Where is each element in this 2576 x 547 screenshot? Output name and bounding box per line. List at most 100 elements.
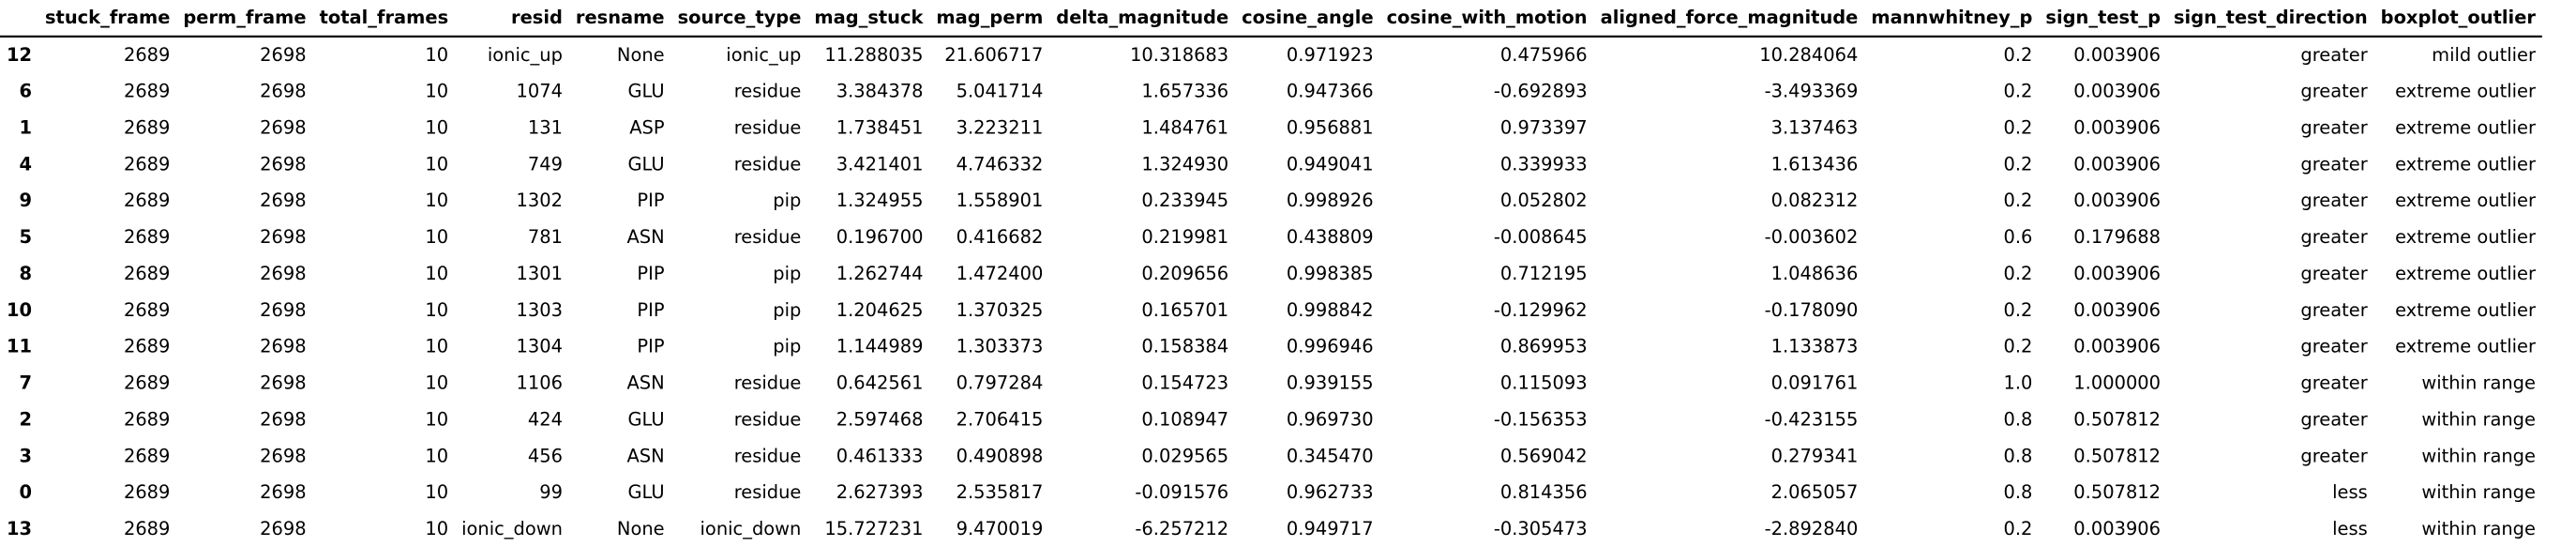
table-row: 5 2689 2698 10 781 ASN residue 0.196700 0.416682…	[0, 219, 2542, 255]
table-cell: 1.738451	[836, 116, 924, 139]
table-cell: 0.490898	[956, 445, 1044, 467]
table-cell: 0.003906	[2073, 298, 2162, 321]
row-index: 4	[19, 153, 33, 175]
table-row: 11 2689 2698 10 1304 PIP pip 1.144989 1.303373 0.…	[0, 328, 2542, 365]
table-cell: 0.507812	[2073, 480, 2162, 503]
table-cell: 0.461333	[836, 445, 924, 467]
table-cell: residue	[733, 445, 802, 467]
table-cell: 10.284064	[1759, 44, 1859, 67]
table-cell: 2698	[260, 445, 307, 467]
table-cell: 0.052802	[1499, 190, 1588, 211]
table-row: 12 2689 2698 10 ionic_up None ionic_up 11.28803…	[0, 37, 2542, 73]
table-cell: 2689	[123, 262, 171, 284]
table-cell: 10	[425, 408, 449, 431]
table-cell: 0.962733	[1286, 480, 1374, 503]
table-cell: 0.2	[2003, 190, 2033, 211]
table-cell: 1.484761	[1141, 116, 1229, 139]
column-header: cosine_angle	[1235, 0, 1380, 38]
table-cell: pip	[773, 190, 802, 211]
table-cell: 0.279341	[1770, 445, 1859, 467]
table-cell: 2689	[123, 44, 171, 67]
row-index: 0	[19, 480, 33, 503]
table-cell: 2698	[260, 298, 307, 321]
table-cell: 2689	[123, 335, 171, 357]
table-cell: 0.108947	[1141, 408, 1229, 431]
table-cell: mild outlier	[2432, 44, 2536, 67]
table-cell: 0.996946	[1286, 335, 1374, 357]
table-cell: 0.082312	[1770, 190, 1859, 211]
table-cell: 1.558901	[956, 190, 1044, 211]
table-cell: 10	[425, 190, 449, 211]
table-cell: residue	[733, 408, 802, 431]
row-index: 1	[19, 116, 33, 139]
table-cell: 2689	[123, 116, 171, 139]
table-cell: 0.339933	[1499, 153, 1588, 175]
table-cell: greater	[2300, 372, 2368, 394]
row-index: 6	[19, 80, 33, 102]
table-header: stuck_frame perm_frame total_frames resid re…	[0, 0, 2542, 38]
column-header: mannwhitney_p	[1864, 0, 2040, 38]
table-cell: -0.008645	[1493, 225, 1588, 248]
table-cell: greater	[2300, 445, 2368, 467]
row-index: 5	[19, 225, 33, 248]
table-cell: 1106	[516, 372, 563, 394]
column-header: sign_test_direction	[2167, 0, 2374, 38]
table-cell: 0.438809	[1286, 225, 1374, 248]
table-cell: 2698	[260, 262, 307, 284]
table-cell: 5.041714	[956, 80, 1044, 102]
table-cell: 0.115093	[1499, 372, 1588, 394]
table-cell: None	[616, 44, 665, 67]
table-cell: 0.814356	[1499, 480, 1588, 503]
table-cell: 0.8	[2003, 408, 2033, 431]
table-cell: PIP	[637, 190, 665, 211]
table-row: 8 2689 2698 10 1301 PIP pip 1.262744 1.472400 0.2…	[0, 255, 2542, 292]
table-cell: 0.569042	[1499, 445, 1588, 467]
column-header: delta_magnitude	[1049, 0, 1236, 38]
table-cell: 1.324930	[1141, 153, 1229, 175]
table-cell: 10	[425, 517, 449, 539]
table-cell: 0.507812	[2073, 445, 2162, 467]
table-cell: GLU	[627, 480, 665, 503]
table-row: 9 2689 2698 10 1302 PIP pip 1.324955 1.558901 0.2…	[0, 182, 2542, 219]
table-cell: 0.6	[2003, 225, 2033, 248]
table-row: 10 2689 2698 10 1303 PIP pip 1.204625 1.370325 0.…	[0, 292, 2542, 328]
header-row: stuck_frame perm_frame total_frames resid re…	[0, 0, 2542, 38]
table-cell: 0.869953	[1499, 335, 1588, 357]
table-cell: 0.003906	[2073, 44, 2162, 67]
table-cell: greater	[2300, 225, 2368, 248]
table-cell: residue	[733, 80, 802, 102]
table-cell: 0.2	[2003, 80, 2033, 102]
table-cell: 11.288035	[824, 44, 924, 67]
row-index: 10	[6, 298, 33, 321]
table-cell: 2698	[260, 116, 307, 139]
table-cell: -3.493369	[1764, 80, 1859, 102]
table-cell: 2698	[260, 153, 307, 175]
table-row: 2 2689 2698 10 424 GLU residue 2.597468 2.706415…	[0, 402, 2542, 438]
row-index: 9	[19, 190, 33, 211]
table-cell: 1.657336	[1141, 80, 1229, 102]
table-cell: 0.475966	[1499, 44, 1588, 67]
table-cell: 10	[425, 153, 449, 175]
table-cell: 1.303373	[956, 335, 1044, 357]
table-cell: 1.133873	[1770, 335, 1859, 357]
table-cell: ionic_up	[726, 44, 802, 67]
table-cell: 1.048636	[1770, 262, 1859, 284]
table-cell: -0.129962	[1493, 298, 1588, 321]
table-cell: 2698	[260, 517, 307, 539]
table-cell: 9.470019	[956, 517, 1044, 539]
table-cell: 1304	[516, 335, 563, 357]
table-cell: ionic_down	[700, 517, 802, 539]
table-cell: 99	[539, 480, 563, 503]
table-cell: 131	[527, 116, 563, 139]
table-cell: 3.384378	[836, 80, 924, 102]
table-cell: 0.998842	[1286, 298, 1374, 321]
table-cell: ASN	[626, 445, 665, 467]
table-cell: 424	[527, 408, 563, 431]
table-cell: 0.956881	[1286, 116, 1374, 139]
column-header: perm_frame	[176, 0, 313, 38]
table-cell: 10	[425, 80, 449, 102]
table-cell: 15.727231	[824, 517, 924, 539]
table-cell: 2689	[123, 408, 171, 431]
table-cell: within range	[2421, 445, 2536, 467]
table-cell: pip	[773, 262, 802, 284]
